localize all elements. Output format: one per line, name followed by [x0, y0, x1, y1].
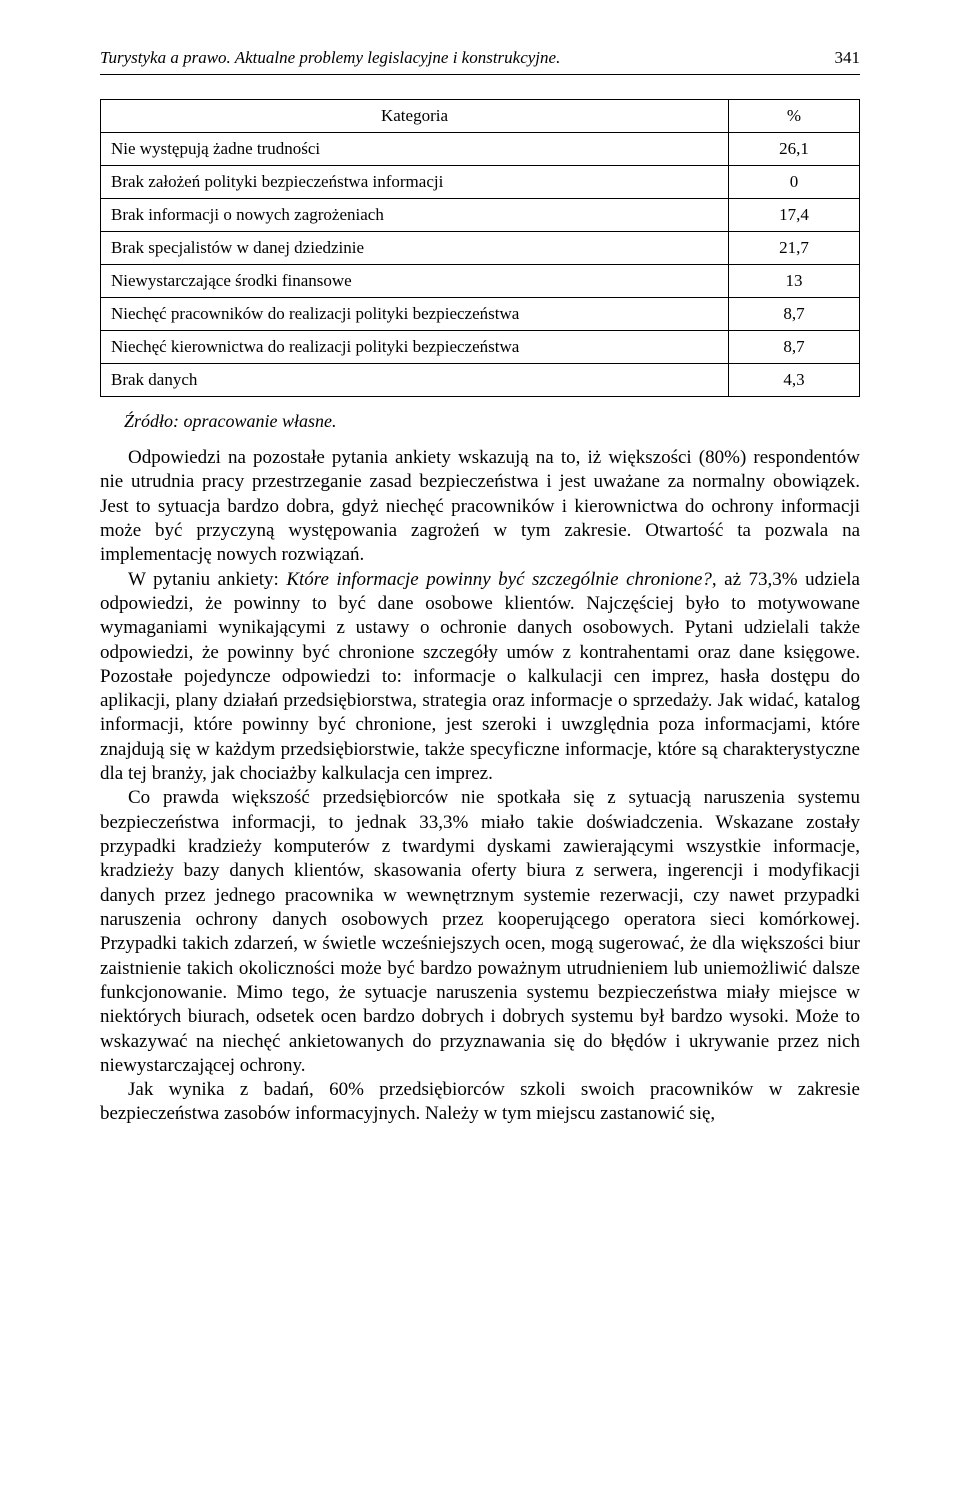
table-cell-value: 4,3: [729, 364, 860, 397]
table-row: Niewystarczające środki finansowe 13: [101, 265, 860, 298]
header-rule: [100, 74, 860, 75]
table-cell-value: 8,7: [729, 331, 860, 364]
table-row: Brak danych 4,3: [101, 364, 860, 397]
table-row: Nie występują żadne trudności 26,1: [101, 133, 860, 166]
table-row: Brak informacji o nowych zagrożeniach 17…: [101, 199, 860, 232]
table-body: Nie występują żadne trudności 26,1 Brak …: [101, 133, 860, 397]
table-cell-value: 0: [729, 166, 860, 199]
table-row: Niechęć pracowników do realizacji polity…: [101, 298, 860, 331]
col-header-percent: %: [729, 100, 860, 133]
table-row: Brak specjalistów w danej dziedzinie 21,…: [101, 232, 860, 265]
table-source: Źródło: opracowanie własne.: [124, 411, 860, 432]
table-cell-label: Niechęć pracowników do realizacji polity…: [101, 298, 729, 331]
table-cell-label: Brak informacji o nowych zagrożeniach: [101, 199, 729, 232]
paragraph: Co prawda większość przedsiębiorców nie …: [100, 786, 860, 1078]
paragraph: Jak wynika z badań, 60% przedsiębiorców …: [100, 1078, 860, 1127]
col-header-category: Kategoria: [101, 100, 729, 133]
data-table: Kategoria % Nie występują żadne trudnośc…: [100, 99, 860, 397]
paragraph: W pytaniu ankiety: Które informacje powi…: [100, 568, 860, 787]
page-number: 341: [835, 48, 861, 68]
table-row: Niechęć kierownictwa do realizacji polit…: [101, 331, 860, 364]
table-cell-value: 21,7: [729, 232, 860, 265]
table-cell-value: 26,1: [729, 133, 860, 166]
italic-question: Które informacje powinny być szczególnie…: [286, 569, 712, 590]
table-cell-value: 17,4: [729, 199, 860, 232]
table-cell-label: Nie występują żadne trudności: [101, 133, 729, 166]
table-row: Brak założeń polityki bezpieczeństwa inf…: [101, 166, 860, 199]
table-cell-value: 13: [729, 265, 860, 298]
table-header-row: Kategoria %: [101, 100, 860, 133]
table-cell-label: Brak danych: [101, 364, 729, 397]
running-header: Turystyka a prawo. Aktualne problemy leg…: [100, 48, 860, 68]
table-cell-label: Brak założeń polityki bezpieczeństwa inf…: [101, 166, 729, 199]
table-cell-label: Niechęć kierownictwa do realizacji polit…: [101, 331, 729, 364]
table-cell-label: Niewystarczające środki finansowe: [101, 265, 729, 298]
paragraph-text: , aż 73,3% udziela odpowiedzi, że powinn…: [100, 569, 860, 785]
paragraph: Odpowiedzi na pozostałe pytania ankiety …: [100, 446, 860, 568]
running-title: Turystyka a prawo. Aktualne problemy leg…: [100, 48, 560, 68]
paragraph-text: W pytaniu ankiety:: [128, 569, 286, 590]
table-cell-value: 8,7: [729, 298, 860, 331]
table-cell-label: Brak specjalistów w danej dziedzinie: [101, 232, 729, 265]
